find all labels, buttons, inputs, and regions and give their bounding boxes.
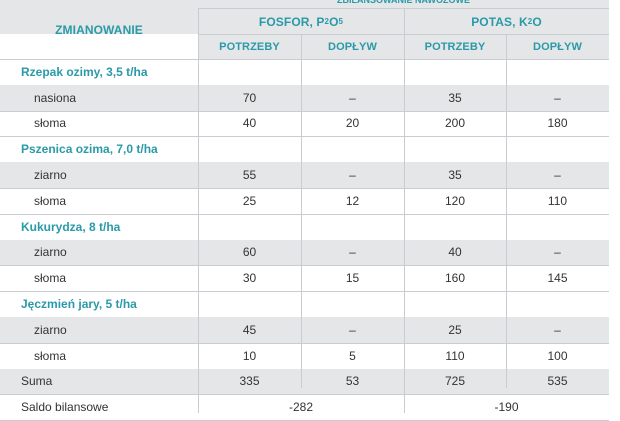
table-cell: 70 [242,90,257,105]
row-part-label: słoma [34,348,67,363]
table-cell: 35 [448,168,462,183]
table-cell: 15 [345,271,360,286]
table-cell: 100 [547,348,568,363]
header-band [0,0,609,34]
crop-label: Rzepak ozimy, 3,5 t/ha [21,64,148,79]
table-cell: – [349,168,356,183]
header-k-supply: DOPŁYW [533,40,582,53]
row-part-label: słoma [34,116,67,131]
table-cell: 35 [448,90,462,105]
table-cell: – [349,245,356,260]
table-cell: – [554,90,561,105]
crop-label: Jęczmień jary, 5 t/ha [21,297,137,312]
table-cell: 40 [448,245,462,260]
table-row: słoma 30 15 160 145 [0,265,609,291]
row-part-label: ziarno [34,168,67,183]
sum-cell: 725 [444,374,466,389]
table-cell: – [349,90,356,105]
table-cell: 10 [242,348,257,363]
table-cell: 145 [547,271,568,286]
sum-cell: 535 [547,374,568,389]
sum-cell: 335 [239,374,260,389]
table-cell: – [349,322,356,337]
table-cell: 30 [242,271,257,286]
row-part-label: nasiona [34,90,77,105]
header-p-needs: POTRZEBY [219,40,280,53]
table-cell: – [554,168,561,183]
crop-header-row: Jęczmień jary, 5 t/ha [0,291,609,317]
table-cell: 45 [242,322,257,337]
table-cell: 12 [345,193,360,208]
header-title-strip: ZBILANSOWANIE NAWOZOWE [337,0,470,5]
row-part-label: ziarno [34,245,67,260]
header-subband [198,34,609,59]
saldo-row: Saldo bilansowe -282 -190 [0,394,609,420]
table-row: nasiona 70 – 35 – [0,84,609,111]
table-cell: 60 [242,245,257,260]
crop-header-row: Pszenica ozima, 7,0 t/ha [0,136,609,162]
table-row: ziarno 45 – 25 – [0,317,609,343]
table-cell: – [554,245,561,260]
header-k-needs: POTRZEBY [424,40,486,53]
crop-label: Pszenica ozima, 7,0 t/ha [21,142,158,157]
sum-label: Suma [21,374,53,389]
row-part-label: słoma [34,193,67,208]
header-rotation: ZMIANOWANIE [0,0,198,59]
table-cell: 25 [448,322,462,337]
crop-header-row: Rzepak ozimy, 3,5 t/ha [0,59,609,85]
sum-cell: 53 [345,374,360,389]
header-rotation-label: ZMIANOWANIE [55,22,143,37]
table-cell: 110 [547,193,568,208]
table-cell: 20 [345,116,360,131]
table-row: ziarno 60 – 40 – [0,239,609,266]
table-cell: – [554,322,561,337]
crop-label: Kukurydza, 8 t/ha [21,219,121,234]
table-cell: 120 [444,193,466,208]
table-cell: 160 [444,271,466,286]
table-row: słoma 25 12 120 110 [0,188,609,214]
table-cell: 110 [445,348,465,363]
table-cell: 180 [547,116,568,131]
saldo-potassium: -190 [494,400,519,415]
table-row: ziarno 55 – 35 – [0,162,609,188]
table-row: słoma 40 20 200 180 [0,111,609,137]
table-cell: 25 [242,193,257,208]
table-cell: 40 [242,116,257,131]
crop-header-row: Kukurydza, 8 t/ha [0,214,609,240]
row-part-label: ziarno [34,322,67,337]
saldo-label: Saldo bilansowe [21,400,109,415]
sum-row: Suma 335 53 725 535 [0,368,609,395]
table-cell: 200 [444,116,466,131]
table-cell: 55 [242,168,257,183]
row-part-label: słoma [34,271,67,286]
table-row: słoma 10 5 110 100 [0,343,609,369]
table-cell: 5 [349,348,356,363]
saldo-phosphorus: -282 [288,400,314,415]
header-p-supply: DOPŁYW [328,40,377,53]
